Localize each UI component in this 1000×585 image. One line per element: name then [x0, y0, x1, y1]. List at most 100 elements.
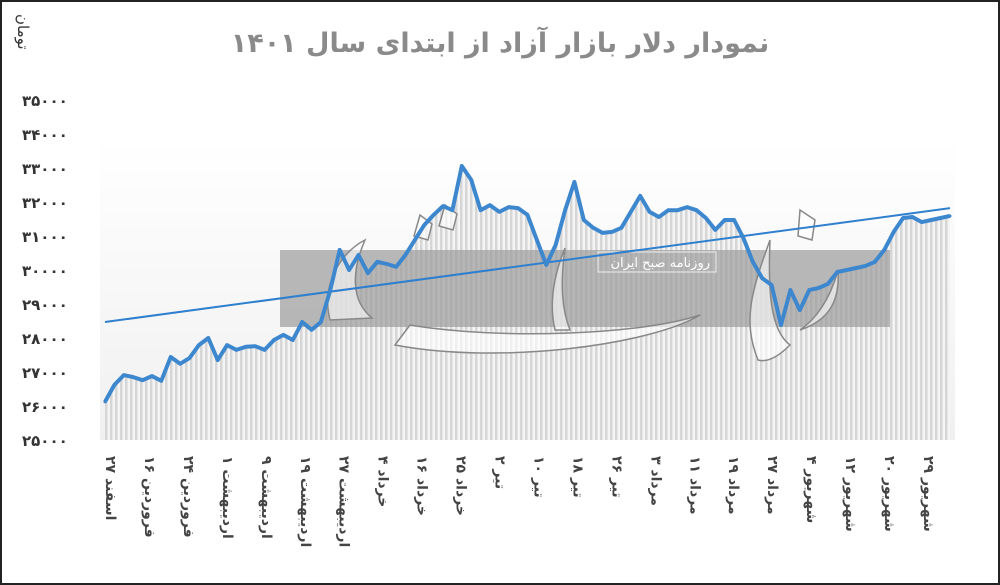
- x-tick-label: مرداد ۳: [647, 456, 664, 506]
- x-tick-label: فروردین ۱۶: [140, 456, 157, 538]
- data-point: [657, 215, 661, 219]
- data-point: [770, 283, 774, 287]
- data-point: [253, 344, 257, 348]
- data-point: [263, 348, 267, 352]
- x-tick-label: تیر ۲۶: [608, 456, 625, 498]
- x-tick-label: اردیبهشت ۲۷: [335, 456, 352, 548]
- data-point: [572, 180, 576, 184]
- data-point: [234, 348, 238, 352]
- data-point: [206, 336, 210, 340]
- data-point: [169, 355, 173, 359]
- data-point: [845, 268, 849, 272]
- data-point: [131, 375, 135, 379]
- data-point: [338, 248, 342, 252]
- y-axis-unit: تومان: [14, 14, 32, 50]
- watermark-band: [280, 250, 890, 327]
- data-point: [929, 218, 933, 222]
- data-point: [563, 208, 567, 212]
- data-point: [357, 253, 360, 257]
- data-point: [619, 226, 623, 230]
- y-tick-label: ۳۲۰۰۰: [22, 194, 68, 212]
- data-point: [272, 338, 276, 342]
- data-point: [901, 216, 905, 220]
- data-point: [479, 208, 483, 212]
- data-point: [892, 230, 896, 234]
- y-tick-label: ۳۴۰۰۰: [22, 126, 68, 144]
- data-point: [178, 362, 182, 366]
- data-point: [835, 270, 839, 274]
- data-point: [854, 266, 858, 270]
- data-point: [666, 208, 670, 212]
- data-point: [291, 338, 295, 342]
- data-point: [732, 218, 736, 222]
- data-point: [450, 208, 454, 212]
- x-tick-label: شهریور ۱۲: [842, 456, 859, 532]
- data-point: [601, 231, 605, 235]
- y-tick-label: ۲۸۰۰۰: [22, 330, 68, 348]
- x-tick-label: خرداد ۴: [374, 456, 391, 508]
- data-point: [723, 218, 727, 222]
- y-tick-label: ۲۶۰۰۰: [22, 398, 68, 416]
- data-point: [460, 164, 464, 168]
- data-point: [244, 345, 248, 349]
- x-tick-label: اردیبهشت ۱: [218, 456, 235, 539]
- data-point: [497, 210, 501, 214]
- x-tick-label: اسفند ۲۷: [102, 456, 118, 521]
- data-point: [432, 213, 436, 217]
- watermark-tagline: روزنامه صبح ایران: [610, 256, 710, 271]
- data-point: [788, 288, 792, 292]
- y-tick-label: ۳۱۰۰۰: [22, 228, 68, 246]
- x-tick-label: مرداد ۱۱: [686, 456, 703, 515]
- data-point: [807, 288, 811, 292]
- data-point: [582, 218, 586, 222]
- y-tick-label: ۲۷۰۰۰: [22, 364, 68, 382]
- data-point: [385, 262, 389, 266]
- data-point: [798, 308, 802, 312]
- x-tick-label: فروردین ۲۴: [179, 456, 196, 538]
- data-point: [638, 194, 642, 198]
- data-point: [159, 379, 163, 383]
- x-tick-label: خرداد ۲۵: [452, 456, 469, 516]
- data-point: [441, 204, 445, 208]
- watermark-tagline-box: [597, 251, 717, 273]
- data-point: [103, 400, 107, 404]
- x-tick-label: مرداد ۱۹: [725, 456, 742, 515]
- data-point: [403, 253, 407, 257]
- y-tick-label: ۳۵۰۰۰: [22, 92, 68, 110]
- data-point: [948, 214, 952, 218]
- data-point: [685, 205, 689, 209]
- data-point: [310, 328, 314, 332]
- data-point: [882, 248, 886, 252]
- data-point: [469, 178, 473, 182]
- x-tick-label: شهریور ۴: [803, 456, 820, 524]
- data-point: [910, 215, 914, 219]
- data-point: [760, 276, 764, 280]
- x-tick-label: مرداد ۲۷: [764, 456, 781, 515]
- data-point: [704, 216, 708, 220]
- data-point: [591, 226, 595, 230]
- x-tick-label: تیر ۲: [491, 456, 508, 490]
- data-point: [281, 333, 285, 337]
- trend-line: [104, 207, 951, 324]
- data-point: [216, 358, 220, 362]
- data-point: [864, 264, 867, 268]
- data-point: [920, 220, 924, 224]
- data-point: [141, 378, 145, 382]
- data-point: [488, 203, 492, 207]
- data-point: [516, 206, 520, 210]
- y-tick-label: ۲۵۰۰۰: [22, 432, 68, 450]
- data-point: [610, 230, 614, 234]
- data-point: [526, 213, 529, 217]
- x-tick-label: خرداد ۱۶: [413, 456, 430, 516]
- data-point: [544, 263, 548, 267]
- data-point: [347, 268, 351, 272]
- data-point: [197, 343, 201, 347]
- data-point: [150, 374, 154, 378]
- data-point: [648, 210, 652, 214]
- data-point: [507, 205, 511, 209]
- x-tick-label: شهریور ۲۰: [881, 456, 898, 532]
- data-point: [751, 260, 755, 264]
- data-point: [535, 238, 539, 242]
